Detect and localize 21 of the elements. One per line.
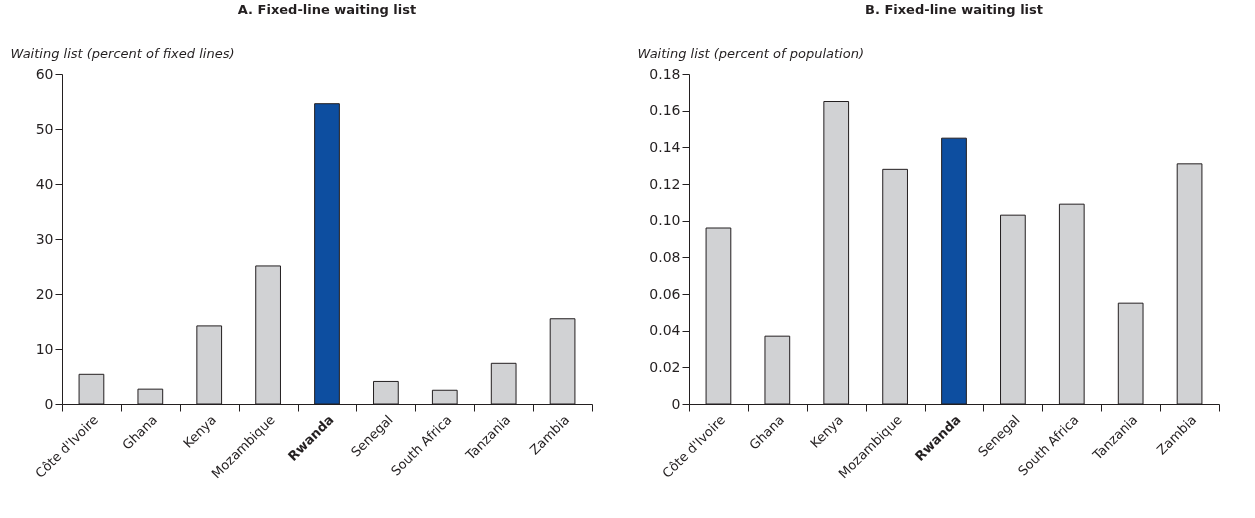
y-tick-label: 50: [35, 120, 54, 137]
y-tick-label: 0.08: [649, 248, 681, 265]
y-tick-label: 0.02: [649, 358, 681, 375]
y-tick-label: 10: [35, 340, 54, 357]
y-tick-label: 0.12: [649, 175, 681, 192]
y-tick-label: 0: [671, 395, 681, 412]
y-tick-label: 0.14: [649, 138, 681, 155]
y-tick-label: 0.18: [649, 65, 681, 82]
y-tick-label: 0.04: [649, 322, 681, 339]
chart-title: A. Fixed-line waiting list: [237, 2, 417, 17]
y-tick-label: 40: [35, 175, 54, 192]
y-tick-label: 0.16: [649, 102, 681, 119]
chart-title: B. Fixed-line waiting list: [865, 2, 1043, 17]
y-tick-label: 0.10: [649, 212, 681, 229]
y-tick-label: 20: [35, 285, 54, 302]
y-tick-label: 0.06: [649, 285, 681, 302]
y-tick-label: 0: [44, 395, 54, 412]
y-axis-title: Waiting list (percent of fixed lines): [10, 45, 235, 61]
y-axis-title: Waiting list (percent of population): [637, 45, 864, 61]
y-tick-label: 60: [35, 65, 54, 82]
y-tick-label: 30: [35, 230, 54, 247]
